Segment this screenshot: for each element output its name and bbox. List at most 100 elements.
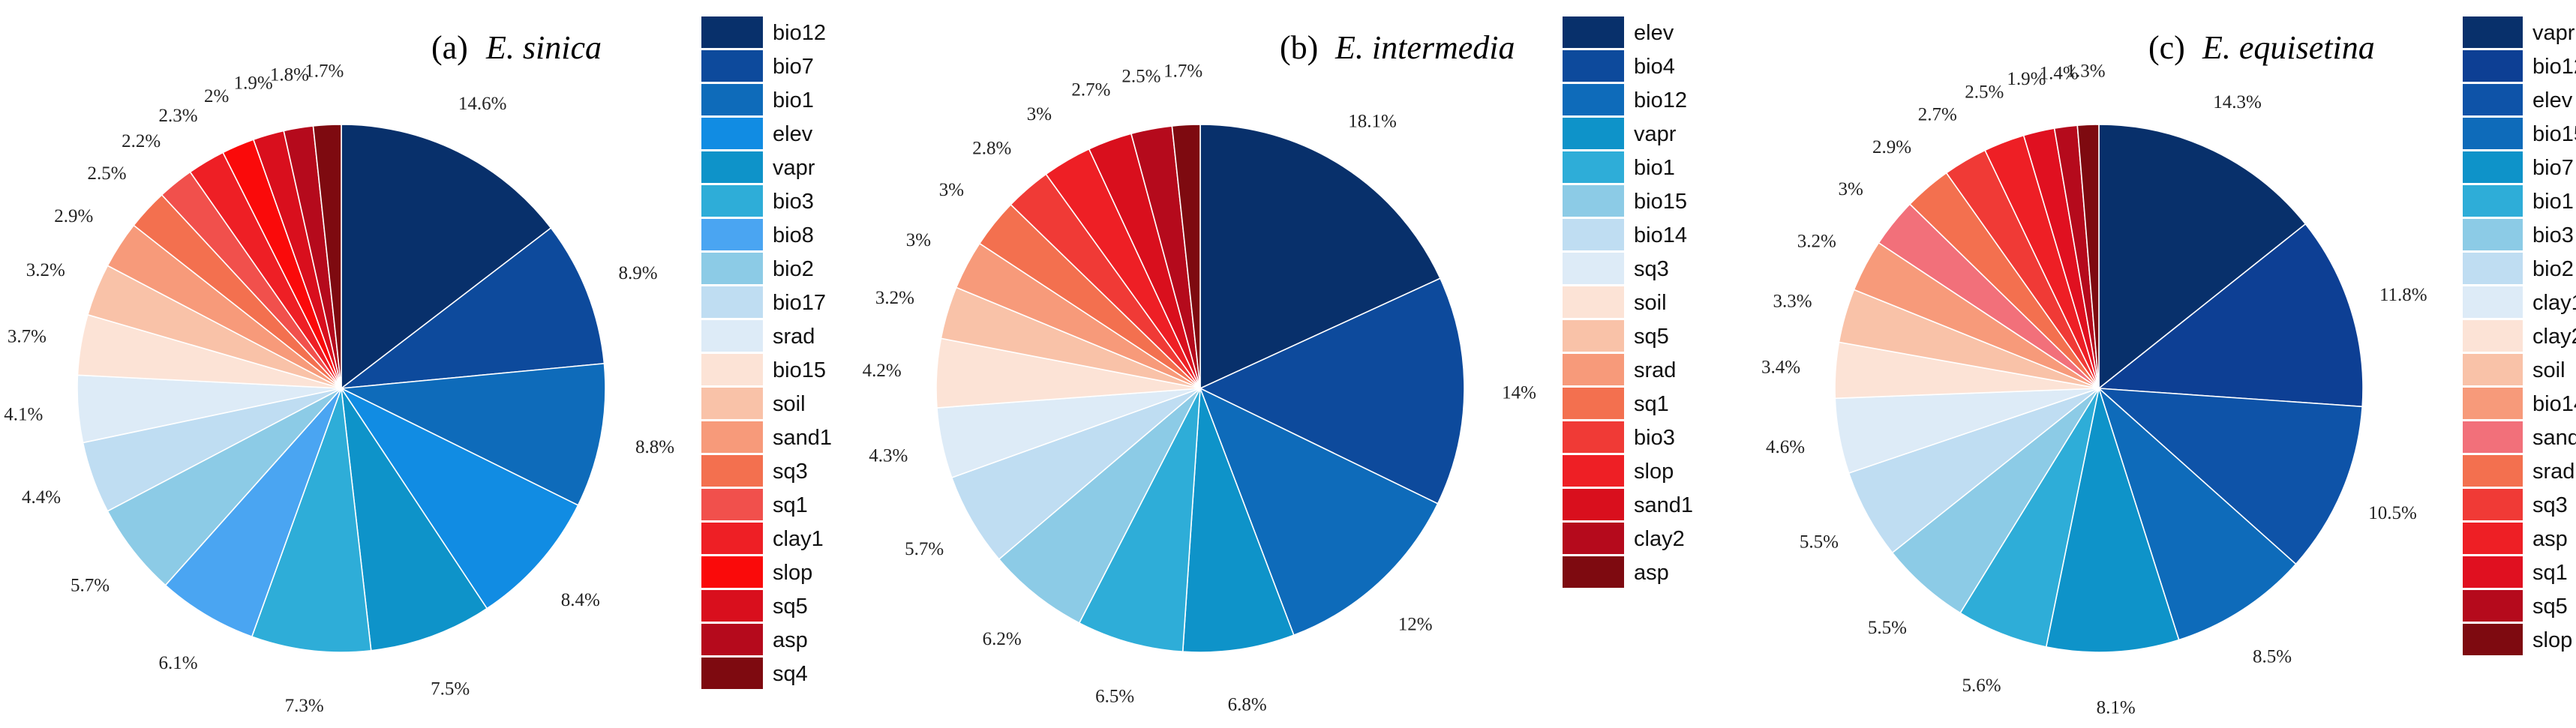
legend-swatch-asp: [701, 624, 763, 655]
legend-swatch-bio15: [1563, 185, 1624, 217]
legend-label-clay2: clay2: [1634, 527, 1685, 551]
legend-swatch-bio2: [2463, 253, 2523, 284]
percent-label-slop: 3%: [1027, 104, 1052, 124]
panel-a-species: E. sinica: [485, 29, 602, 66]
legend-label-slop: slop: [773, 561, 812, 585]
pie-slice-elev: [339, 386, 579, 610]
legend-label-sq1: sq1: [1634, 392, 1669, 416]
percent-label-elev: 10.5%: [2368, 503, 2417, 523]
pie-slice-bio12: [341, 124, 552, 390]
legend-swatch-sq3: [2463, 489, 2523, 520]
percent-label-bio7: 8.1%: [2097, 697, 2136, 718]
panel-b-species: E. intermedia: [1335, 29, 1515, 66]
legend-swatch-sand1: [2463, 421, 2523, 453]
legend-label-slop: slop: [2532, 628, 2572, 652]
legend-swatch-bio3: [2463, 219, 2523, 250]
percent-label-elev: 18.1%: [1348, 111, 1397, 131]
percent-label-vapr: 6.8%: [1228, 694, 1267, 715]
percent-label-sq3: 2.7%: [1918, 105, 1957, 125]
legend-label-asp: asp: [773, 628, 808, 652]
legend-swatch-bio12: [2463, 50, 2523, 82]
legend-swatch-soil: [701, 388, 763, 419]
legend-swatch-bio14: [2463, 388, 2523, 419]
pie-b-percent-labels: 18.1% 14% 12% 6.8% 6.5% 6.2% 5.7% 4.3% 4.2% 3.2% 3…: [863, 61, 1536, 715]
percent-label-bio12: 12%: [1398, 615, 1433, 635]
percent-label-bio1: 6.5%: [1095, 687, 1134, 707]
percent-label-bio8: 6.1%: [158, 653, 197, 673]
legend-label-sq1: sq1: [2532, 561, 2568, 585]
legend-swatch-clay1: [2463, 286, 2523, 318]
pie-a-percent-labels: 14.6% 8.9% 8.8% 8.4% 7.5% 7.3% 6.1% 5.7% 4.4% 4.1…: [4, 61, 674, 716]
pie-slice-bio7: [2045, 385, 2180, 653]
legend-label-bio3: bio3: [773, 190, 814, 214]
legend-swatch-bio7: [701, 50, 763, 82]
pie-slice-bio15: [2097, 386, 2297, 641]
pie-slice-bio2: [107, 388, 342, 586]
legend-label-sq1: sq1: [773, 493, 808, 517]
pie-c-slices: [1834, 124, 2364, 653]
legend-swatch-sq1: [1563, 388, 1624, 419]
legend-label-sq3: sq3: [773, 460, 808, 484]
legend-swatch-sq1: [2463, 556, 2523, 588]
percent-label-sand1: 2.9%: [54, 206, 93, 226]
panel-c-species: E. equisetina: [2202, 29, 2375, 66]
legend-label-soil: soil: [773, 392, 806, 416]
percent-label-bio14: 3.2%: [1797, 231, 1836, 251]
legend-label-srad: srad: [2532, 460, 2574, 484]
percent-label-asp: 1.8%: [270, 65, 309, 85]
legend-swatch-bio8: [701, 219, 763, 250]
legend-c: vapr bio12 elev bio15 bio7 bio1 bio3 bio2 clay1 c…: [2463, 16, 2576, 655]
percent-label-bio1: 8.8%: [635, 437, 674, 457]
legend-label-sq5: sq5: [2532, 595, 2568, 619]
legend-label-sq5: sq5: [773, 595, 808, 619]
legend-label-bio3: bio3: [1634, 426, 1675, 450]
legend-swatch-sq5: [701, 590, 763, 622]
percent-label-sq4: 1.7%: [305, 61, 344, 82]
pie-slice-bio7: [339, 226, 605, 390]
legend-label-sand1: sand1: [773, 426, 832, 450]
legend-label-clay2: clay2: [2532, 325, 2576, 349]
pie-c-percent-labels: 14.3% 11.8% 10.5% 8.5% 8.1% 5.6% 5.5% 5.5% 4.6% 3…: [1761, 61, 2427, 718]
legend-label-bio4: bio4: [1634, 55, 1675, 79]
percent-label-clay2: 3.4%: [1761, 358, 1800, 378]
legend-label-soil: soil: [1634, 291, 1667, 315]
legend-b: elev bio4 bio12 vapr bio1 bio15 bio14 sq3 soil sq…: [1563, 16, 1693, 588]
legend-swatch-sq1: [701, 489, 763, 520]
percent-label-bio3: 7.3%: [285, 696, 324, 716]
percent-label-asp: 1.7%: [1163, 61, 1202, 82]
legend-swatch-bio7: [2463, 151, 2523, 183]
legend-label-elev: elev: [773, 122, 813, 146]
percent-label-bio2: 5.7%: [71, 576, 110, 596]
legend-swatch-bio1: [1563, 151, 1624, 183]
percent-label-srad: 2.9%: [1872, 137, 1911, 157]
legend-swatch-bio15: [701, 354, 763, 385]
percent-label-sq5: 3.2%: [875, 288, 914, 308]
legend-label-vapr: vapr: [773, 156, 815, 180]
legend-label-bio12: bio12: [2532, 55, 2576, 79]
percent-label-soil: 3.2%: [26, 260, 65, 280]
legend-label-asp: asp: [1634, 561, 1669, 585]
legend-label-bio14: bio14: [1634, 223, 1687, 247]
percent-label-asp: 2.5%: [1965, 82, 2004, 102]
legend-swatch-bio12: [1563, 84, 1624, 115]
percent-label-bio17: 4.4%: [22, 487, 61, 508]
legend-label-bio1: bio1: [1634, 156, 1675, 180]
pie-slice-bio15: [998, 388, 1201, 624]
percent-label-clay2: 2.5%: [1121, 66, 1160, 86]
legend-swatch-slop: [701, 556, 763, 588]
pie-slice-bio12: [2097, 223, 2364, 408]
percent-label-vapr: 7.5%: [431, 679, 470, 699]
legend-label-bio7: bio7: [2532, 156, 2574, 180]
percent-label-bio15: 6.2%: [983, 629, 1022, 649]
pie-slice-asp: [1171, 124, 1201, 389]
legend-label-sand1: sand1: [2532, 426, 2576, 450]
percent-label-sq5: 1.9%: [234, 73, 273, 94]
legend-swatch-clay2: [2463, 320, 2523, 352]
legend-swatch-bio2: [701, 253, 763, 284]
legend-label-bio15: bio15: [2532, 122, 2576, 146]
percent-label-sq1: 2.2%: [122, 131, 161, 151]
percent-label-srad: 4.1%: [4, 404, 43, 424]
pie-slice-vapr: [341, 388, 488, 652]
legend-label-sand1: sand1: [1634, 493, 1693, 517]
legend-label-bio2: bio2: [2532, 257, 2574, 281]
